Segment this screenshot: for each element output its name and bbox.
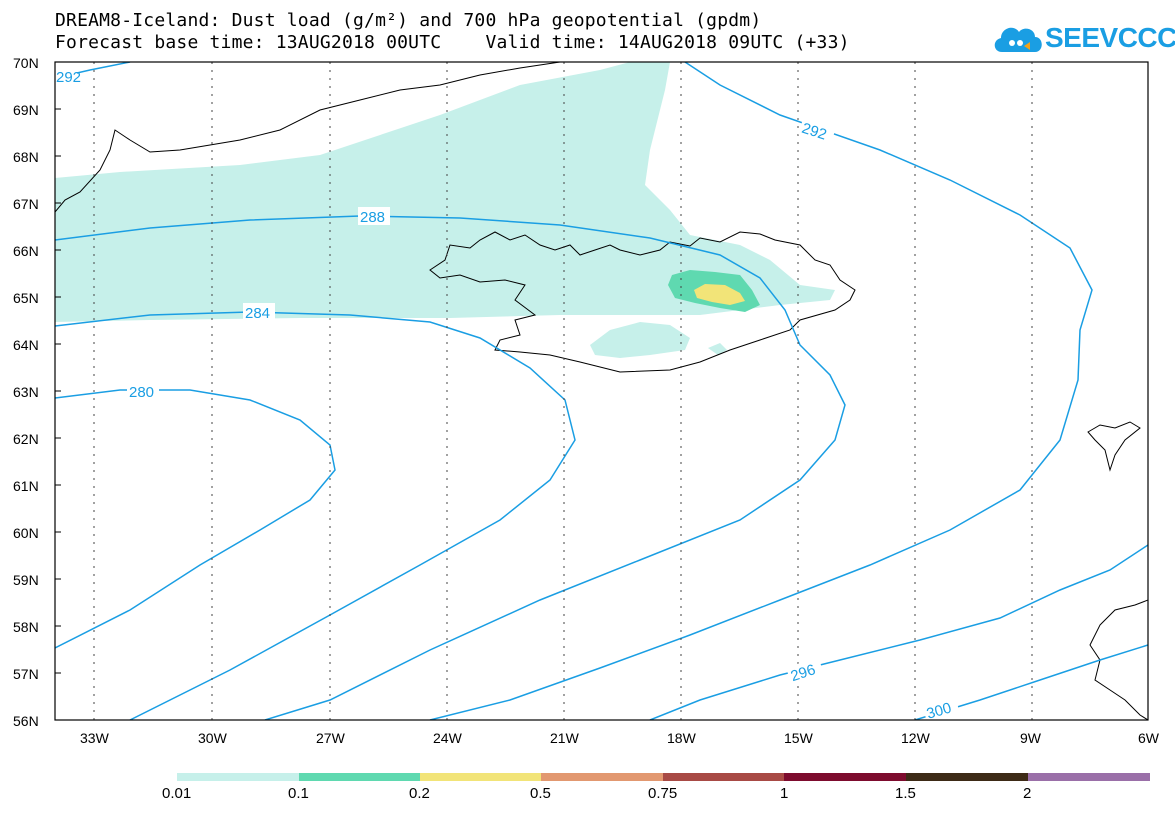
logo-text: SEEVCCC	[1045, 22, 1175, 53]
lat-label: 59N	[13, 572, 39, 588]
lon-label: 33W	[80, 730, 110, 746]
contour-label-300: 300	[925, 700, 954, 723]
dust-field-0.01	[55, 62, 835, 322]
colorbar-label: 0.01	[162, 785, 192, 802]
lat-label: 61N	[13, 478, 39, 494]
colorbar-label: 1	[780, 785, 789, 802]
contour-label-292: 292	[800, 120, 829, 144]
colorbar	[177, 773, 1150, 781]
lat-label: 56N	[13, 713, 39, 729]
contour-label-280: 280	[129, 384, 154, 401]
contour-288	[55, 215, 846, 720]
lon-label: 24W	[433, 730, 463, 746]
map-subtitle: Forecast base time: 13AUG2018 00UTC Vali…	[55, 32, 850, 53]
longitude-gridlines	[93, 62, 1033, 720]
lon-label: 30W	[198, 730, 228, 746]
colorbar-swatch	[1028, 773, 1150, 781]
lon-label: 21W	[550, 730, 580, 746]
seevccc-logo: SEEVCCC	[990, 18, 1175, 62]
lat-label: 67N	[13, 196, 39, 212]
colorbar-label: 0.1	[288, 785, 309, 802]
contour-label-288: 288	[360, 209, 385, 226]
colorbar-label: 1.5	[895, 785, 916, 802]
contour-label-292-north: 292	[56, 69, 81, 86]
contour-280	[55, 389, 336, 649]
contour-label-284: 284	[245, 305, 270, 322]
lon-label: 9W	[1020, 730, 1042, 746]
colorbar-swatch	[906, 773, 1028, 781]
faroe-islands-coastline	[1087, 421, 1141, 472]
lon-label: 27W	[316, 730, 346, 746]
lat-label: 63N	[13, 384, 39, 400]
lat-label: 66N	[13, 243, 39, 259]
colorbar-swatch	[784, 773, 906, 781]
longitude-axis: 33W 30W 27W 24W 21W 18W 15W 12W 9W 6W	[80, 730, 1160, 746]
cloud-icon	[994, 27, 1042, 52]
lat-label: 60N	[13, 525, 39, 541]
dust-field-0.01-south	[590, 322, 690, 358]
lon-label: 12W	[901, 730, 931, 746]
colorbar-swatch	[420, 773, 541, 781]
dust-field-0.01-spot	[708, 343, 727, 355]
lat-label: 70N	[13, 55, 39, 71]
greenland-coastline	[55, 62, 561, 213]
contour-300	[914, 644, 1148, 720]
lon-label: 6W	[1138, 730, 1160, 746]
lat-label: 65N	[13, 290, 39, 306]
lat-label: 64N	[13, 337, 39, 353]
colorbar-swatch	[299, 773, 420, 781]
contour-292	[429, 62, 1093, 720]
contour-label-296: 296	[789, 661, 818, 685]
colorbar-label: 0.2	[409, 785, 430, 802]
colorbar-label: 0.5	[530, 785, 551, 802]
lat-label: 69N	[13, 102, 39, 118]
colorbar-swatch	[177, 773, 299, 781]
lat-label: 62N	[13, 431, 39, 447]
dust-field-0.2	[694, 284, 745, 305]
lon-label: 15W	[784, 730, 814, 746]
scotland-coastline	[1089, 599, 1148, 720]
lon-label: 18W	[667, 730, 697, 746]
map-title: DREAM8-Iceland: Dust load (g/m²) and 700…	[55, 10, 762, 31]
colorbar-swatch	[663, 773, 784, 781]
lat-label: 68N	[13, 149, 39, 165]
contour-284	[55, 311, 576, 720]
iceland-coastline	[429, 231, 856, 373]
contour-labels: 292 288 284 280 292 296 300	[55, 67, 960, 723]
colorbar-label: 2	[1023, 785, 1032, 802]
lat-label: 58N	[13, 619, 39, 635]
contour-296	[649, 544, 1148, 720]
lat-label: 57N	[13, 666, 39, 682]
colorbar-swatch	[541, 773, 663, 781]
latitude-axis: 70N 69N 68N 67N 66N 65N 64N 63N 62N 61N …	[13, 55, 61, 729]
colorbar-label: 0.75	[648, 785, 678, 802]
